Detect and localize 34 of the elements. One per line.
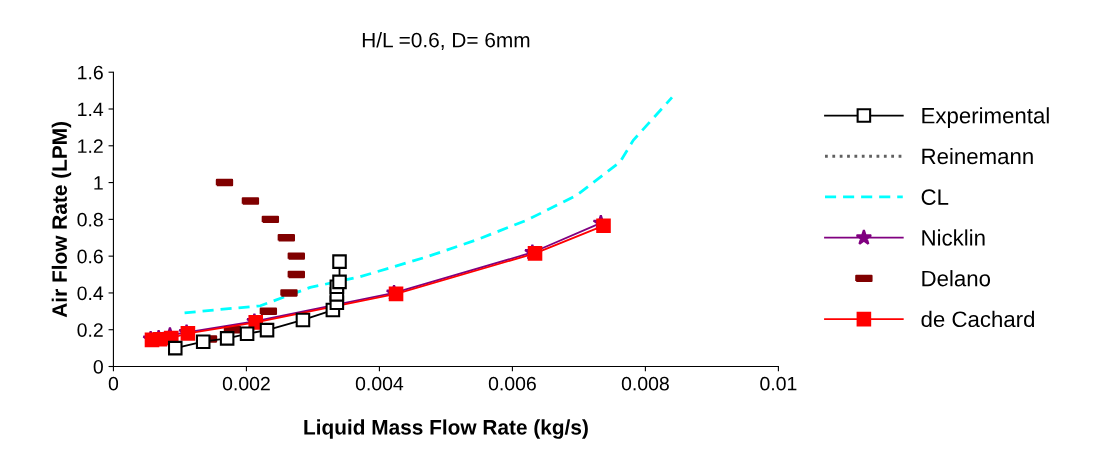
- y-tick-label: 1: [94, 176, 103, 190]
- legend-label: CL: [921, 189, 949, 205]
- legend-label: Nicklin: [922, 229, 985, 246]
- y-tick-label: 1.2: [78, 139, 103, 153]
- y-tick-label: 0: [93, 359, 103, 374]
- y-tick-label: 1.6: [78, 65, 103, 80]
- y-tick-label: 1.4: [78, 102, 104, 117]
- legend-label: de Cachard: [921, 310, 1035, 328]
- line-series: [183, 96, 674, 315]
- y-tick-label: 0.4: [77, 286, 104, 301]
- x-tick-label: 0.002: [222, 376, 270, 391]
- legend-label: Delano: [922, 270, 991, 287]
- legend-label: Experimental: [922, 107, 1049, 128]
- point: [219, 331, 235, 346]
- point: [195, 334, 211, 349]
- y-axis-title: Air Flow Rate (LPM): [51, 122, 72, 318]
- point: [167, 340, 183, 356]
- y-tick-label: 0.2: [77, 323, 103, 337]
- point: [259, 322, 275, 338]
- y-tick-label: 0.6: [77, 249, 103, 264]
- y-tick-label: 0.8: [77, 212, 103, 227]
- point: [295, 312, 311, 328]
- point: [239, 326, 255, 342]
- point: [332, 254, 347, 269]
- point: [332, 274, 347, 290]
- x-tick-label: 0.004: [355, 376, 404, 391]
- x-tick-label: 0.008: [621, 376, 669, 391]
- x-axis-title: Liquid Mass Flow Rate (kg/s): [304, 419, 588, 439]
- x-tick-label: 0.006: [488, 376, 536, 391]
- chart-title: H/L =0.6, D= 6mm: [362, 32, 530, 50]
- x-tick-label: 0: [108, 376, 119, 391]
- x-tick-label: 0.01: [760, 376, 797, 391]
- legend-label: Reinemann: [922, 147, 1033, 165]
- point: [596, 218, 611, 234]
